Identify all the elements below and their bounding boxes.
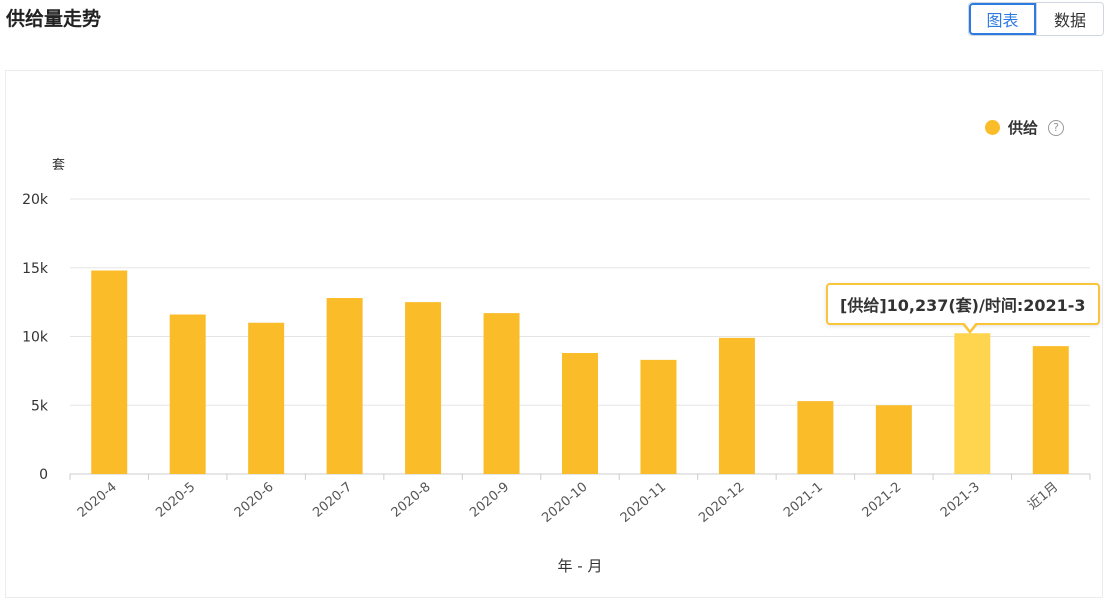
bar-2020-4[interactable] [91,270,128,475]
tooltip-arrow [961,321,979,334]
bar-2020-7[interactable] [326,298,363,474]
y-tick-label: 15k [22,261,49,277]
bar-2021-3[interactable] [954,333,991,474]
bar-2020-9[interactable] [483,313,520,474]
bar-2020-10[interactable] [562,353,598,474]
bar-2020-11[interactable] [640,359,677,474]
page-title: 供给量走势 [6,8,102,30]
x-tick-label: 2020-4 [75,480,120,521]
bar-2020-5[interactable] [169,314,206,475]
legend-swatch-supply [985,120,1000,135]
x-tick-label: 2021-1 [781,480,826,521]
bar-2021-1[interactable] [797,401,834,474]
legend-label-supply: 供给 [1008,119,1039,137]
x-tick-label: 2020-7 [310,480,355,521]
tooltip-text: [供给]10,237(套)/时间:2021-3 [840,296,1086,315]
x-tick-label: 2020-10 [539,480,590,526]
view-toggle: 图表 数据 [968,2,1104,36]
chart-tooltip: [供给]10,237(套)/时间:2021-3 [826,283,1100,325]
bar-2020-12[interactable] [718,337,755,474]
chart-view-button[interactable]: 图表 [969,3,1036,35]
x-tick-label: 2020-11 [618,480,669,526]
question-circle-icon[interactable]: ? [1048,119,1065,136]
bar-近1月[interactable] [1032,346,1069,474]
bar-2020-8[interactable] [405,302,442,474]
x-tick-label: 2021-3 [938,480,983,521]
bar-2021-2[interactable] [875,405,912,474]
x-tick-label: 近1月 [1025,480,1061,514]
y-axis-label: 套 [52,157,65,173]
data-view-button[interactable]: 数据 [1036,3,1103,35]
y-tick-label: 20k [22,192,49,208]
bar-2020-6[interactable] [248,322,285,474]
x-tick-label: 2021-2 [860,480,905,521]
y-tick-label: 10k [22,330,49,346]
x-tick-label: 2020-5 [153,480,198,521]
y-tick-label: 5k [31,398,49,414]
legend[interactable]: 供给 ? [985,117,1065,138]
y-tick-label: 0 [39,467,48,483]
x-tick-label: 2020-12 [696,480,747,526]
x-tick-label: 2020-9 [467,480,512,521]
x-axis-title: 年 - 月 [558,557,603,575]
x-tick-label: 2020-6 [232,480,277,521]
x-tick-label: 2020-8 [389,480,434,521]
